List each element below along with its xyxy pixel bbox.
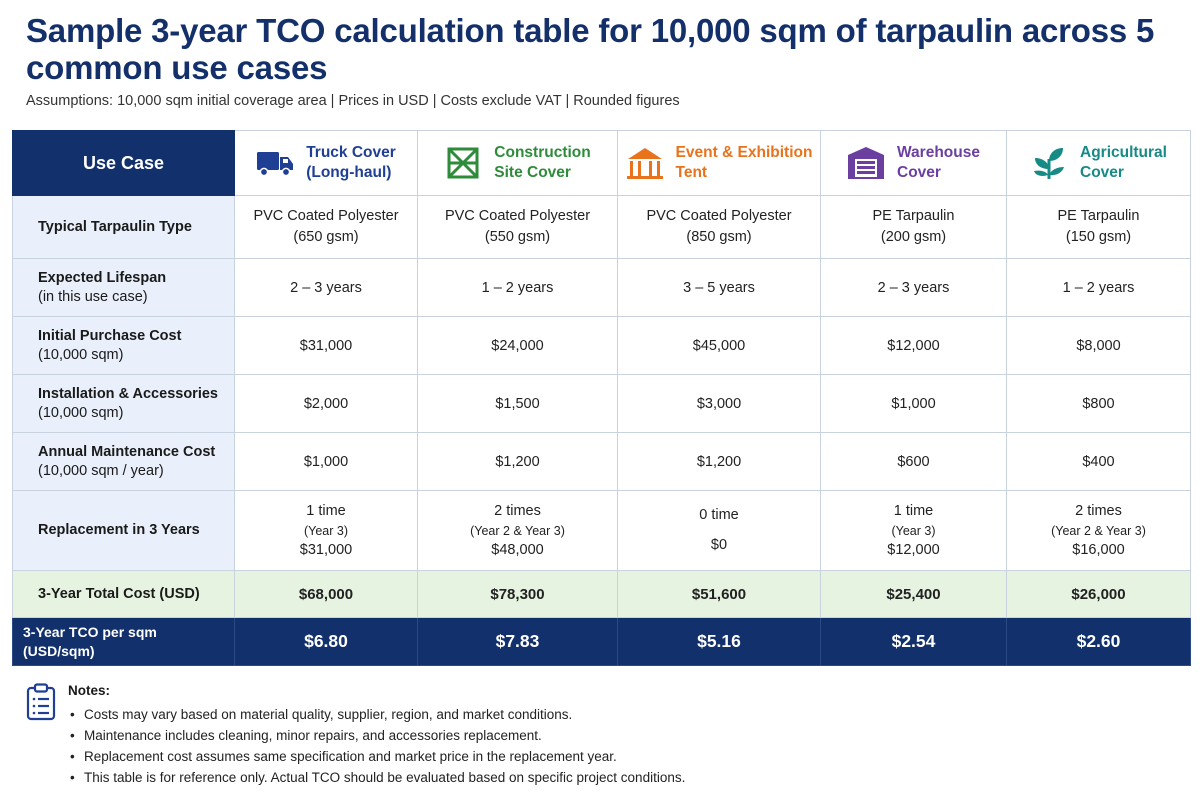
scaffold-icon <box>444 144 482 182</box>
table-cell: PVC Coated Polyester (650 gsm) <box>234 195 418 259</box>
table-cell: $8,000 <box>1006 316 1191 375</box>
table-header-row: Use Case Truck Cover (Long-haul) Construc… <box>12 130 1191 196</box>
table-row-purchase: Initial Purchase Cost (10,000 sqm) $31,00… <box>12 316 1191 375</box>
row-label: Typical Tarpaulin Type <box>12 195 235 259</box>
table-row-type: Typical Tarpaulin Type PVC Coated Polyes… <box>12 195 1191 259</box>
table-cell: $2.60 <box>1006 617 1191 666</box>
column-name: Event & Exhibition Tent <box>675 144 813 181</box>
table-cell: PE Tarpaulin (200 gsm) <box>820 195 1007 259</box>
tco-table: Use Case Truck Cover (Long-haul) Construc… <box>12 130 1191 666</box>
column-header-construction: Construction Site Cover <box>417 130 618 196</box>
table-row-lifespan: Expected Lifespan (in this use case) 2 – … <box>12 258 1191 317</box>
note-item: Costs may vary based on material quality… <box>70 704 685 725</box>
table-cell: 1 – 2 years <box>1006 258 1191 317</box>
table-row-total: 3-Year Total Cost (USD) $68,000 $78,300 … <box>12 570 1191 618</box>
table-cell: $1,000 <box>820 374 1007 433</box>
table-cell: $1,200 <box>617 432 821 491</box>
table-row-maintenance: Annual Maintenance Cost (10,000 sqm / yea… <box>12 432 1191 491</box>
column-name: Warehouse Cover <box>897 144 980 181</box>
table-cell: $26,000 <box>1006 570 1191 618</box>
table-cell: 1 time (Year 3) $12,000 <box>820 490 1007 571</box>
table-cell: $51,600 <box>617 570 821 618</box>
table-cell: 3 – 5 years <box>617 258 821 317</box>
table-cell: 0 time $0 <box>617 490 821 571</box>
table-cell: $78,300 <box>417 570 618 618</box>
assumptions-subtitle: Assumptions: 10,000 sqm initial coverage… <box>26 93 680 109</box>
row-label: 3-Year TCO per sqm (USD/sqm) <box>12 617 235 666</box>
table-cell: $1,000 <box>234 432 418 491</box>
table-cell: PE Tarpaulin (150 gsm) <box>1006 195 1191 259</box>
page-title: Sample 3-year TCO calculation table for … <box>26 12 1155 86</box>
column-header-truck: Truck Cover (Long-haul) <box>234 130 418 196</box>
column-header-warehouse: Warehouse Cover <box>820 130 1007 196</box>
note-item: Replacement cost assumes same specificat… <box>70 746 685 767</box>
table-cell: $3,000 <box>617 374 821 433</box>
table-row-tco: 3-Year TCO per sqm (USD/sqm) $6.80 $7.83… <box>12 617 1191 666</box>
table-cell: $400 <box>1006 432 1191 491</box>
table-cell: $1,500 <box>417 374 618 433</box>
note-item: Maintenance includes cleaning, minor rep… <box>70 725 685 746</box>
warehouse-icon <box>847 144 885 182</box>
table-row-replacement: Replacement in 3 Years 1 time (Year 3) $31… <box>12 490 1191 571</box>
table-cell: 2 times (Year 2 & Year 3) $48,000 <box>417 490 618 571</box>
table-cell: $2.54 <box>820 617 1007 666</box>
table-cell: $6.80 <box>234 617 418 666</box>
table-cell: $31,000 <box>234 316 418 375</box>
clipboard-icon <box>26 683 56 721</box>
row-label: Expected Lifespan (in this use case) <box>12 258 235 317</box>
notes-list: Costs may vary based on material quality… <box>70 704 685 788</box>
table-cell: 2 – 3 years <box>234 258 418 317</box>
table-cell: $25,400 <box>820 570 1007 618</box>
table-cell: PVC Coated Polyester (550 gsm) <box>417 195 618 259</box>
table-cell: 2 – 3 years <box>820 258 1007 317</box>
table-cell: $7.83 <box>417 617 618 666</box>
row-label: Replacement in 3 Years <box>12 490 235 571</box>
column-name: Construction Site Cover <box>494 144 591 181</box>
plant-icon <box>1030 144 1068 182</box>
table-cell: $2,000 <box>234 374 418 433</box>
table-cell: $800 <box>1006 374 1191 433</box>
column-header-agricultural: Agricultural Cover <box>1006 130 1191 196</box>
column-name: Truck Cover (Long-haul) <box>306 144 396 181</box>
table-cell: $5.16 <box>617 617 821 666</box>
column-header-event: Event & Exhibition Tent <box>617 130 821 196</box>
note-item: This table is for reference only. Actual… <box>70 767 685 788</box>
table-cell: $45,000 <box>617 316 821 375</box>
truck-icon <box>256 144 294 182</box>
table-cell: $24,000 <box>417 316 618 375</box>
table-cell: 1 time (Year 3) $31,000 <box>234 490 418 571</box>
table-cell: $600 <box>820 432 1007 491</box>
row-label: Initial Purchase Cost (10,000 sqm) <box>12 316 235 375</box>
tent-icon <box>626 144 664 182</box>
table-cell: $68,000 <box>234 570 418 618</box>
row-label: Installation & Accessories (10,000 sqm) <box>12 374 235 433</box>
row-label: Annual Maintenance Cost (10,000 sqm / yea… <box>12 432 235 491</box>
table-cell: 1 – 2 years <box>417 258 618 317</box>
column-name: Agricultural Cover <box>1080 144 1167 181</box>
table-cell: $12,000 <box>820 316 1007 375</box>
use-case-header: Use Case <box>12 130 235 196</box>
table-cell: PVC Coated Polyester (850 gsm) <box>617 195 821 259</box>
table-cell: $1,200 <box>417 432 618 491</box>
table-cell: 2 times (Year 2 & Year 3) $16,000 <box>1006 490 1191 571</box>
table-row-installation: Installation & Accessories (10,000 sqm) $… <box>12 374 1191 433</box>
row-label: 3-Year Total Cost (USD) <box>12 570 235 618</box>
notes-heading: Notes: <box>68 683 111 698</box>
